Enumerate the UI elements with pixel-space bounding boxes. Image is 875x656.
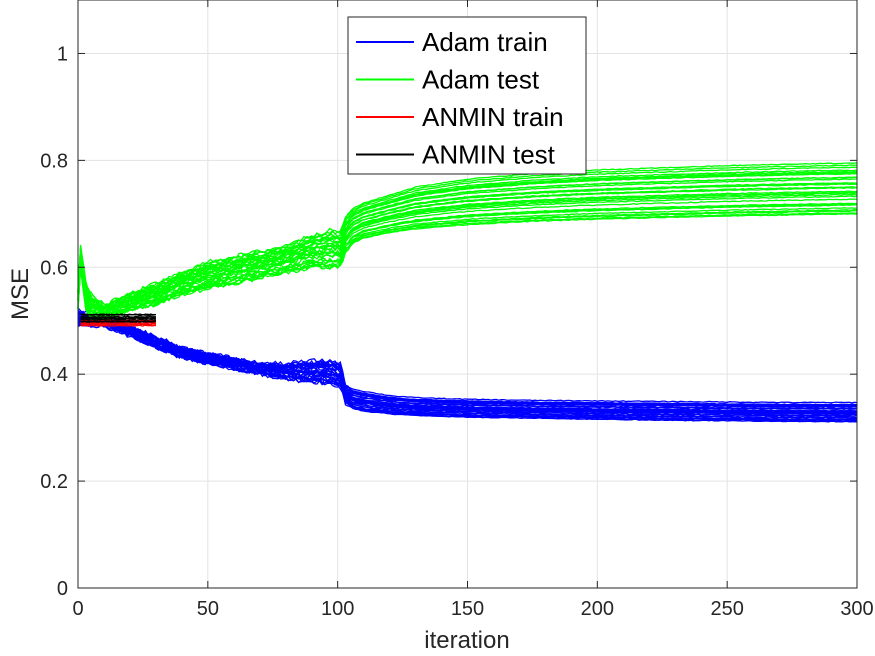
y-tick-label: 0.6 [40,257,68,279]
y-axis-label: MSE [7,268,34,320]
series-line [77,193,858,317]
series-layer [77,162,858,423]
legend-item: Adam train [356,27,548,57]
series-line [77,320,858,419]
y-tick-label: 0 [57,578,68,600]
x-tick-label: 150 [451,598,484,620]
series-line [77,315,858,410]
legend-box [347,16,587,175]
series-line [80,322,156,325]
series-line [77,314,857,412]
x-tick-label: 200 [581,598,614,620]
legend-item: ANMIN test [356,140,556,170]
x-tick-label: 300 [840,598,873,620]
series-line [80,315,156,318]
y-tick-label: 0.4 [40,364,68,386]
series-line [77,209,858,323]
series-line [77,164,858,308]
series-line [77,178,858,311]
series-line [80,318,156,321]
x-tick-label: 0 [72,598,83,620]
axes [77,0,858,589]
series-adam-test [77,162,858,324]
y-tick-label: 0.2 [40,471,68,493]
y-tick-label: 1 [57,43,68,65]
series-adam-train [77,307,858,423]
series-line [77,204,858,321]
series-line [77,198,858,318]
series-line [77,207,858,321]
series-line [77,190,857,315]
series-line [80,316,156,320]
series-line [77,182,858,313]
series-line [80,313,156,316]
x-tick-label: 100 [321,598,354,620]
series-line [77,309,858,406]
series-anmin-test [80,313,157,324]
legend-label: ANMIN test [422,140,556,170]
legend-label: Adam test [422,65,540,95]
legend-item: ANMIN train [356,102,564,132]
series-line [80,320,156,323]
series-line [77,213,858,324]
legend-label: ANMIN train [422,102,564,132]
tick-labels: 0 50 100 150 200 250 300 0 0.2 0.4 0.6 0.8 1 [40,43,874,620]
legend: Adam train Adam test ANMIN train ANMIN test [347,16,587,175]
legend-label: Adam train [422,27,548,57]
series-line [77,212,858,323]
series-line [77,170,858,310]
series-line [77,169,858,309]
x-axis-label: iteration [424,627,509,654]
series-line [77,162,858,306]
series-line [77,185,858,314]
x-tick-label: 250 [710,598,743,620]
y-tick-label: 0.8 [40,150,68,172]
series-line [77,307,858,404]
legend-item: Adam test [356,65,540,95]
series-line [80,324,157,327]
x-tick-label: 50 [197,598,219,620]
